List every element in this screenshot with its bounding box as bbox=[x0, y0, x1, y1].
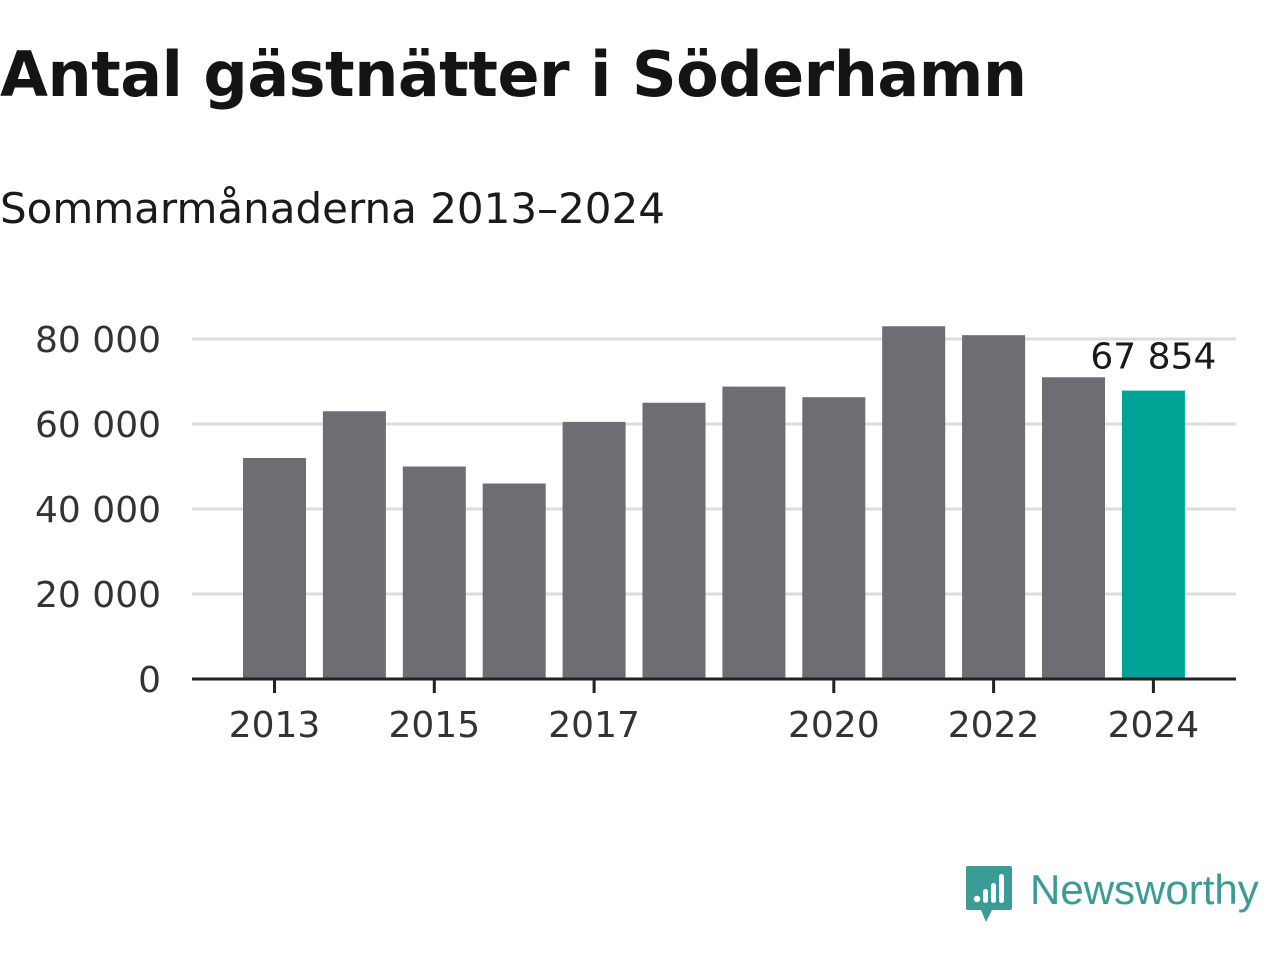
bar-2013 bbox=[243, 458, 306, 679]
y-axis-tick-labels: 0 20 000 40 000 60 000 80 000 bbox=[35, 320, 161, 701]
bar-2021 bbox=[882, 326, 946, 679]
bar-2015 bbox=[402, 466, 466, 679]
x-axis-ticks: 2013 2015 2017 2020 2022 2024 bbox=[229, 679, 1200, 746]
bar-2018 bbox=[642, 402, 706, 679]
x-tick-label: 2015 bbox=[388, 705, 480, 746]
brand-name: Newsworthy bbox=[1030, 866, 1259, 913]
bar-chart-speech-bubble-icon bbox=[964, 864, 1014, 930]
bar-2014 bbox=[322, 411, 386, 679]
bar-2023 bbox=[1042, 377, 1105, 679]
y-tick-label: 40 000 bbox=[35, 490, 161, 531]
y-tick-label: 20 000 bbox=[35, 575, 161, 616]
y-tick-label: 80 000 bbox=[35, 320, 161, 361]
x-tick-label: 2017 bbox=[548, 705, 640, 746]
bar-2024 bbox=[1121, 390, 1185, 679]
bar-2022 bbox=[962, 335, 1026, 679]
chart-title: Antal gästnätter i Söderhamn bbox=[0, 38, 1027, 111]
data-label-2024: 67 854 bbox=[1090, 337, 1216, 378]
y-tick-label: 60 000 bbox=[35, 405, 161, 446]
x-tick-label: 2024 bbox=[1108, 705, 1200, 746]
newsworthy-logo: Newsworthy bbox=[964, 864, 1259, 926]
bar-2020 bbox=[802, 397, 866, 679]
bar-2017 bbox=[562, 421, 626, 679]
y-tick-label: 0 bbox=[138, 660, 161, 701]
bars bbox=[243, 326, 1185, 679]
bar-2016 bbox=[482, 483, 546, 679]
bar-2019 bbox=[722, 386, 786, 679]
x-tick-label: 2020 bbox=[788, 705, 880, 746]
x-tick-label: 2022 bbox=[948, 705, 1040, 746]
x-tick-label: 2013 bbox=[229, 705, 321, 746]
chart-subtitle: Sommarmånaderna 2013–2024 bbox=[0, 184, 665, 233]
